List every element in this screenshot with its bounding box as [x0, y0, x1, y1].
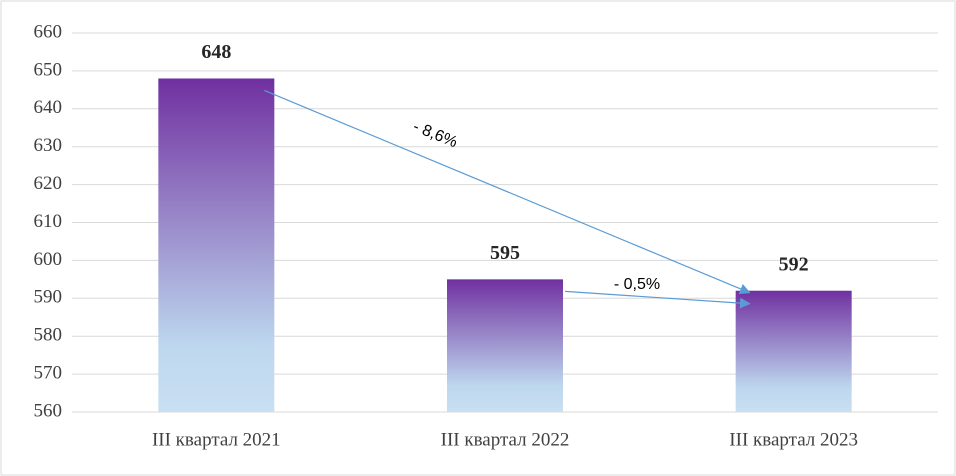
data-label: 595 [490, 242, 520, 264]
trend-arrow [264, 89, 751, 294]
annotation: - 0,5% [614, 276, 660, 293]
bar [158, 78, 275, 412]
y-tick-label: 630 [34, 135, 63, 156]
y-tick-label: 610 [34, 211, 63, 232]
bar [735, 290, 852, 412]
x-tick-label: III квартал 2021 [152, 429, 281, 450]
y-tick-label: 650 [34, 59, 63, 80]
y-tick-label: 660 [34, 21, 63, 42]
y-tick-label: 600 [34, 249, 63, 270]
y-tick-label: 620 [34, 173, 63, 194]
x-tick-label: III квартал 2023 [729, 429, 858, 450]
bar [447, 279, 563, 412]
trend-arrow [564, 290, 751, 309]
y-tick-label: 590 [34, 287, 63, 308]
data-label: 648 [201, 41, 231, 63]
y-tick-label: 640 [34, 97, 63, 118]
y-tick-label: 560 [34, 400, 63, 421]
data-label: 592 [779, 253, 809, 275]
y-tick-label: 570 [34, 362, 63, 383]
x-tick-label: III квартал 2022 [441, 429, 570, 450]
y-tick-label: 580 [34, 325, 63, 346]
